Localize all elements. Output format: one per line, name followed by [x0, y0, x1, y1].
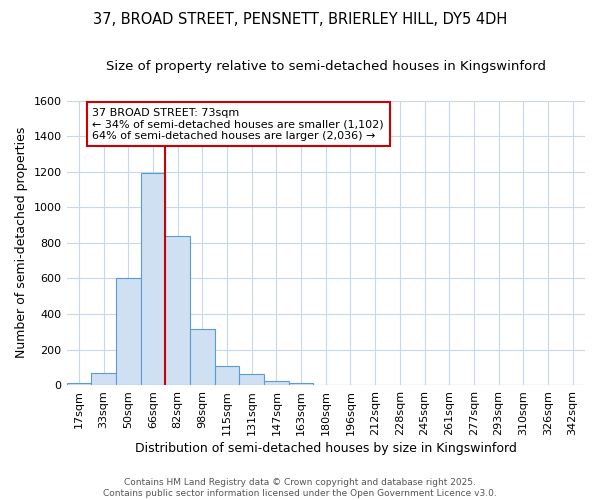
Text: Contains HM Land Registry data © Crown copyright and database right 2025.
Contai: Contains HM Land Registry data © Crown c…: [103, 478, 497, 498]
X-axis label: Distribution of semi-detached houses by size in Kingswinford: Distribution of semi-detached houses by …: [135, 442, 517, 455]
Bar: [91, 372, 116, 385]
Bar: [264, 380, 289, 385]
Bar: [116, 278, 140, 385]
Bar: [190, 329, 215, 385]
Bar: [165, 236, 190, 385]
Y-axis label: Number of semi-detached properties: Number of semi-detached properties: [15, 127, 28, 358]
Text: 37, BROAD STREET, PENSNETT, BRIERLEY HILL, DY5 4DH: 37, BROAD STREET, PENSNETT, BRIERLEY HIL…: [93, 12, 507, 28]
Bar: [239, 374, 264, 385]
Bar: [215, 366, 239, 385]
Bar: [67, 384, 91, 385]
Title: Size of property relative to semi-detached houses in Kingswinford: Size of property relative to semi-detach…: [106, 60, 546, 73]
Bar: [289, 384, 313, 385]
Bar: [140, 174, 165, 385]
Text: 37 BROAD STREET: 73sqm
← 34% of semi-detached houses are smaller (1,102)
64% of : 37 BROAD STREET: 73sqm ← 34% of semi-det…: [92, 108, 384, 141]
